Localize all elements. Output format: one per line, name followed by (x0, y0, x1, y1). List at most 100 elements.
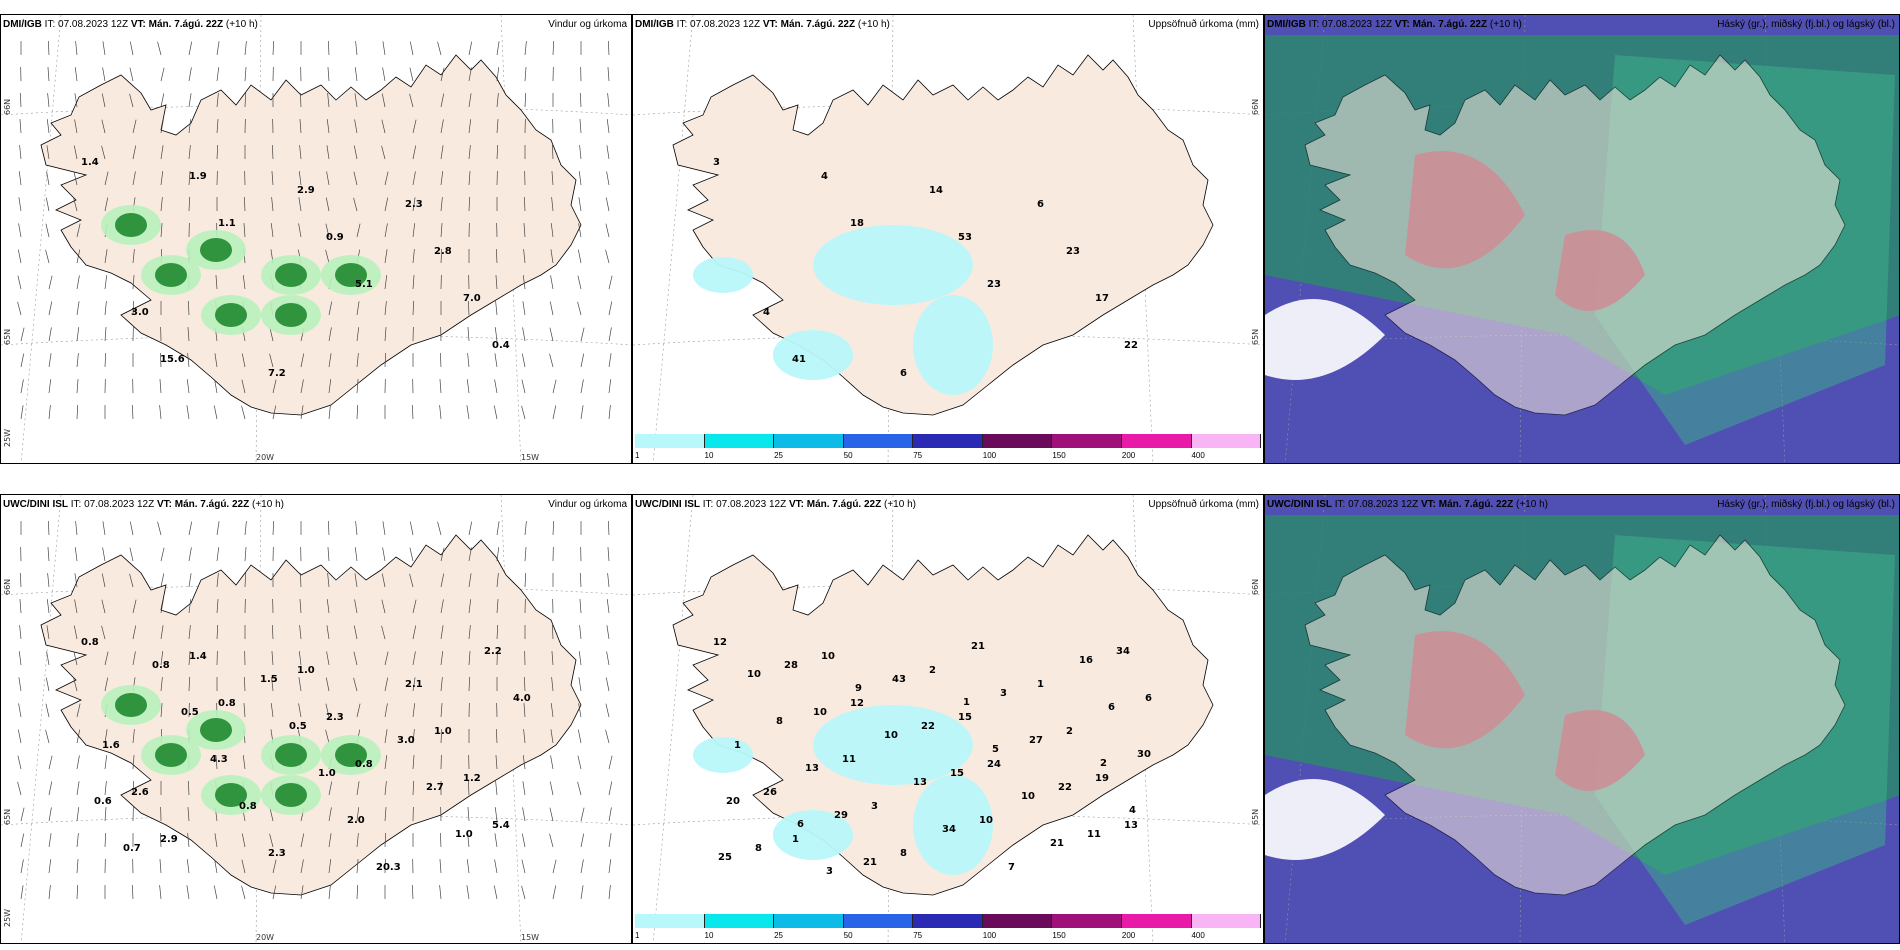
wind-barb (244, 67, 247, 82)
value-label: 7.0 (463, 293, 481, 304)
wind-barb (73, 677, 78, 692)
value-label: 0.8 (218, 698, 236, 709)
wind-barb (353, 145, 358, 160)
product-label: Háský (gr.), miðský (fj.bl.) og lágský (… (1717, 499, 1895, 510)
wind-barb (76, 327, 80, 342)
wind-barb (132, 301, 135, 316)
wind-barb (607, 67, 610, 82)
wind-barb (327, 41, 330, 56)
wind-barb (552, 521, 555, 536)
wind-barb (160, 171, 164, 186)
wind-barb (356, 833, 359, 848)
wind-barb (19, 573, 22, 588)
value-label: 4.0 (513, 693, 531, 704)
value-label: 43 (892, 674, 906, 685)
value-label: 2.3 (268, 848, 286, 859)
wind-barb (494, 859, 498, 874)
wind-barb (47, 41, 50, 56)
wind-barb (577, 249, 582, 264)
wind-barb (381, 573, 386, 588)
wind-barb (439, 833, 442, 848)
wind-barb (325, 249, 330, 264)
wind-barb (412, 625, 417, 640)
value-label: 26 (763, 787, 777, 798)
precip-area (200, 718, 232, 742)
wind-barb (188, 573, 192, 588)
value-label: 21 (1050, 838, 1064, 849)
wind-barb (101, 573, 106, 588)
iceland-coastline (1304, 54, 1846, 416)
wind-barb (299, 93, 302, 108)
wind-barb (440, 197, 443, 212)
wind-barb (328, 353, 332, 368)
wind-barb (607, 573, 610, 588)
wind-barb (606, 651, 610, 666)
wind-barb (160, 703, 163, 718)
wind-barb (269, 353, 274, 368)
value-label: 2.3 (405, 199, 423, 210)
wind-barb (384, 197, 389, 212)
wind-barb (76, 405, 79, 420)
wind-barbs (17, 521, 613, 900)
wind-barb (440, 547, 445, 562)
wind-barb (271, 625, 274, 640)
value-label: 2.8 (434, 246, 452, 257)
wind-barb (215, 755, 218, 770)
wind-barb (521, 859, 526, 874)
wind-barb (17, 301, 22, 316)
wind-barb (132, 781, 135, 796)
map-canvas (1265, 15, 1899, 463)
wind-barb (272, 859, 277, 874)
wind-barb (521, 885, 526, 900)
wind-barb (300, 379, 304, 394)
wind-barb (132, 729, 135, 744)
wind-barb (18, 223, 22, 238)
wind-barb (354, 599, 358, 614)
map-canvas: 1212241310151912226811376111034101511282… (633, 495, 1263, 943)
wind-barb (580, 859, 584, 874)
wind-barb (104, 301, 107, 316)
wind-barb (76, 729, 81, 744)
colorbar-swatch (635, 434, 705, 448)
wind-barb (384, 833, 387, 848)
wind-barb (523, 197, 526, 212)
value-label: 22 (921, 721, 935, 732)
wind-barb (160, 651, 164, 666)
wind-barb (300, 833, 305, 848)
wind-barb (439, 379, 442, 394)
wind-barb (101, 93, 106, 108)
wind-barb (440, 67, 445, 82)
colorbar-tick-label: 1 (635, 451, 640, 460)
precip-area (335, 263, 367, 287)
wind-barb (354, 547, 358, 562)
wind-barb (524, 573, 527, 588)
wind-barb (523, 729, 526, 744)
precip-area (115, 213, 147, 237)
precip-area (913, 295, 993, 395)
product-label: Vindur og úrkoma (548, 19, 627, 30)
wind-barb (18, 197, 22, 212)
wind-barb (384, 327, 387, 342)
wind-barb (300, 859, 304, 874)
product-label: Uppsöfnuð úrkoma (mm) (1148, 19, 1259, 30)
wind-barb (549, 781, 554, 796)
value-label: 0.8 (152, 660, 170, 671)
cloud-field (1265, 779, 1385, 860)
wind-barb (74, 119, 78, 134)
wind-barb (19, 119, 22, 134)
wind-barb (551, 171, 554, 186)
value-label: 0.8 (355, 759, 373, 770)
value-label: 22 (1058, 782, 1072, 793)
wind-barb (243, 677, 246, 692)
value-label: 10 (1021, 791, 1035, 802)
wind-barb (188, 521, 193, 536)
wind-barb (577, 301, 582, 316)
wind-barb (353, 651, 358, 666)
wind-barb (384, 729, 388, 744)
precip-area (275, 783, 307, 807)
wind-barb (551, 145, 554, 160)
wind-barb (605, 197, 610, 212)
wind-barb (468, 677, 471, 692)
value-label: 2.1 (405, 679, 423, 690)
value-label: 4 (821, 171, 828, 182)
